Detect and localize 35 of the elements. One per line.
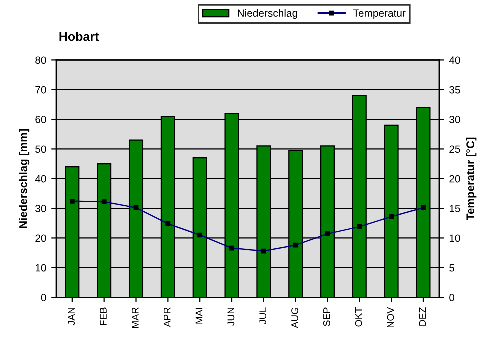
x-tick-label: FEB xyxy=(100,308,107,326)
y2-tick-label: 30 xyxy=(450,116,460,124)
y-tick-label: 60 xyxy=(36,116,46,124)
x-tick-label: AUG xyxy=(292,308,298,328)
y-tick-label: 20 xyxy=(36,234,46,242)
x-tick-label: APR xyxy=(164,308,171,328)
y2-tick-label: 0 xyxy=(450,294,455,302)
y-tick-label: 70 xyxy=(36,86,46,94)
y2-tick-label: 20 xyxy=(450,175,460,183)
y-tick-label: 0 xyxy=(41,294,46,302)
x-tick-label: MAI xyxy=(196,308,203,324)
y-tick-label: 40 xyxy=(35,175,46,183)
y-tick-label: 30 xyxy=(36,205,46,212)
x-tick-label: MAR xyxy=(132,308,139,328)
x-tick-label: SEP xyxy=(323,308,330,326)
y-tick-label: 80 xyxy=(36,56,46,64)
x-tick-label: JUL xyxy=(260,308,267,324)
x-tick-label: DEZ xyxy=(419,308,426,326)
legend-label: Temperatur xyxy=(354,10,406,20)
y2-axis-title: Temperatur [°C] xyxy=(466,138,477,220)
x-tick-label: NOV xyxy=(387,307,394,328)
y2-tick-label: 10 xyxy=(450,234,460,242)
y-tick-label: 50 xyxy=(36,146,46,154)
y2-tick-label: 25 xyxy=(450,146,460,154)
y2-tick-label: 40 xyxy=(449,56,460,64)
y2-tick-label: 5 xyxy=(450,264,455,272)
x-tick-label: JUN xyxy=(228,308,235,326)
x-tick-label: JAN xyxy=(68,308,76,326)
legend-label: Niederschlag xyxy=(238,9,298,20)
y-axis-title: Niederschlag [mm] xyxy=(19,129,30,228)
chart-title: Hobart xyxy=(60,32,100,42)
y-tick-label: 10 xyxy=(36,264,46,272)
y2-tick-label: 35 xyxy=(450,86,460,94)
x-tick-label: OKT xyxy=(355,308,362,327)
y2-tick-label: 15 xyxy=(450,205,460,212)
